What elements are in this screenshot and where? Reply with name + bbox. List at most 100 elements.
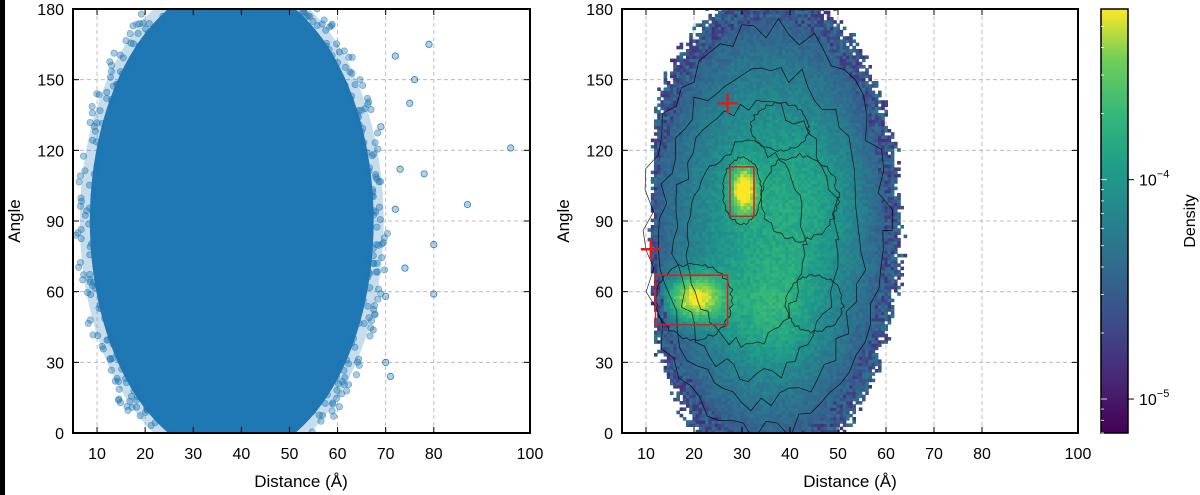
heatmap-cell — [734, 154, 738, 159]
heatmap-cell — [689, 189, 693, 194]
heatmap-cell — [689, 164, 693, 168]
heatmap-cell — [686, 311, 690, 315]
heatmap-cell — [721, 202, 725, 207]
heatmap-cell — [714, 151, 719, 155]
scatter-point — [295, 436, 301, 442]
scatter-point — [108, 61, 116, 69]
heatmap-cell — [766, 97, 770, 101]
heatmap-cell — [689, 71, 693, 75]
heatmap-cell — [769, 154, 773, 159]
heatmap-cell — [660, 231, 664, 235]
scatter-point — [127, 59, 135, 67]
heatmap-cell — [695, 429, 700, 433]
heatmap-cell — [737, 410, 741, 415]
heatmap-cell — [718, 295, 722, 299]
heatmap-cell — [759, 90, 764, 95]
heatmap-cell — [740, 106, 744, 111]
heatmap-cell — [698, 199, 703, 203]
heatmap-cell — [746, 346, 751, 351]
heatmap-cell — [753, 10, 757, 15]
heatmap-cell — [727, 247, 732, 251]
heatmap-cell — [705, 199, 709, 203]
scatter-point — [137, 10, 145, 18]
heatmap-cell — [734, 394, 738, 399]
heatmap-cell — [670, 100, 674, 104]
heatmap-cell — [708, 170, 712, 175]
heatmap-cell — [753, 285, 757, 290]
heatmap-cell — [718, 359, 722, 363]
heatmap-cell — [737, 279, 741, 283]
heatmap-cell — [660, 337, 664, 341]
heatmap-cell — [737, 391, 741, 395]
heatmap-cell — [682, 141, 687, 146]
scatter-point — [346, 95, 354, 103]
heatmap-cell — [721, 260, 725, 264]
heatmap-cell — [679, 65, 684, 69]
heatmap-cell — [708, 260, 712, 264]
heatmap-cell — [676, 65, 680, 69]
heatmap-cell — [766, 205, 770, 210]
scatter-dense-region — [73, 9, 391, 442]
heatmap-cell — [743, 391, 748, 395]
heatmap-cell — [769, 253, 773, 258]
heatmap-cell — [705, 196, 709, 200]
heatmap-cell — [679, 148, 684, 152]
heatmap-cell — [750, 129, 754, 133]
heatmap-cell — [689, 340, 693, 344]
heatmap-cell — [724, 413, 728, 418]
scatter-point — [357, 128, 365, 136]
heatmap-cell — [769, 276, 773, 280]
heatmap-cell — [705, 52, 709, 56]
heatmap-cell — [650, 225, 655, 229]
heatmap-cell — [740, 116, 744, 120]
heatmap-cell — [762, 356, 767, 360]
heatmap-cell — [692, 100, 696, 104]
heatmap-cell — [670, 161, 674, 165]
heatmap-cell — [769, 289, 773, 293]
heatmap-cell — [769, 199, 773, 203]
heatmap-cell — [689, 180, 693, 184]
heatmap-cell — [753, 349, 757, 354]
heatmap-cell — [660, 311, 664, 315]
heatmap-cell — [692, 65, 696, 69]
heatmap-cell — [750, 151, 754, 155]
heatmap-cell — [740, 97, 744, 101]
heatmap-cell — [759, 183, 764, 187]
heatmap-cell — [727, 237, 732, 242]
heatmap-cell — [714, 404, 719, 408]
heatmap-cell — [705, 138, 709, 143]
heatmap-cell — [730, 225, 735, 229]
heatmap-cell — [695, 97, 700, 101]
heatmap-cell — [705, 71, 709, 75]
heatmap-cell — [676, 317, 680, 322]
heatmap-cell — [702, 420, 706, 424]
heatmap-cell — [679, 349, 684, 354]
heatmap-cell — [708, 148, 712, 152]
heatmap-cell — [756, 401, 760, 405]
heatmap-cell — [734, 13, 738, 18]
heatmap-cell — [689, 385, 693, 389]
heatmap-cell — [679, 106, 684, 111]
heatmap-cell — [724, 196, 728, 200]
heatmap-cell — [698, 157, 703, 162]
heatmap-cell — [743, 205, 748, 210]
heatmap-cell — [676, 237, 680, 242]
heatmap-cell — [718, 205, 722, 210]
heatmap-cell — [721, 218, 725, 223]
heatmap-cell — [727, 74, 732, 79]
heatmap-cell — [663, 257, 668, 261]
heatmap-cell — [734, 183, 738, 187]
heatmap-cell — [740, 263, 744, 267]
heatmap-cell — [753, 65, 757, 69]
heatmap-cell — [724, 97, 728, 101]
heatmap-cell — [695, 145, 700, 149]
heatmap-cell — [766, 247, 770, 251]
heatmap-cell — [702, 177, 706, 181]
heatmap-cell — [698, 417, 703, 421]
heatmap-cell — [753, 282, 757, 287]
heatmap-cell — [663, 141, 668, 146]
heatmap-cell — [708, 292, 712, 296]
heatmap-cell — [740, 420, 744, 424]
heatmap-cell — [746, 372, 751, 376]
heatmap-cell — [769, 84, 773, 88]
